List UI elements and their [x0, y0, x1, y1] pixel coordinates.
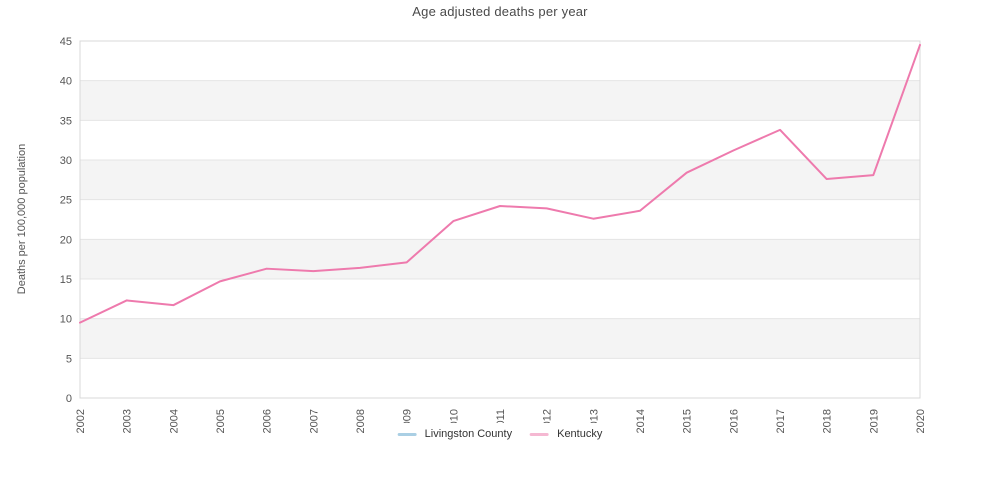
y-axis-title: Deaths per 100,000 population [16, 143, 28, 295]
grid-band [80, 239, 920, 279]
x-tick-label: 2018 [822, 409, 834, 433]
livingston-county-swatch [397, 432, 417, 436]
x-tick-label: 2003 [122, 409, 134, 433]
legend-label-livingston-county: Livingston County [424, 428, 513, 440]
x-tick-label: 2008 [355, 409, 367, 433]
x-tick-label: 2020 [915, 409, 927, 433]
grid-band [80, 160, 920, 200]
x-tick-label: 2007 [308, 409, 320, 433]
legend-item-livingston-county: Livingston County [397, 428, 513, 440]
x-tick-label: 2002 [75, 409, 87, 433]
grid-band [80, 318, 920, 359]
y-tick-label: 10 [60, 314, 72, 326]
kentucky-swatch [530, 432, 550, 436]
y-tick-label: 40 [60, 76, 72, 88]
y-tick-label: 15 [60, 274, 72, 286]
y-tick-label: 35 [60, 115, 72, 127]
x-tick-label: 2004 [168, 409, 180, 433]
x-tick-label: 2006 [262, 409, 274, 433]
x-tick-label: 2019 [868, 409, 880, 433]
x-tick-label: 2016 [728, 409, 740, 433]
x-tick-label: 2015 [682, 409, 694, 433]
y-tick-label: 45 [60, 36, 72, 48]
series-line-kentucky [79, 43, 921, 324]
legend: Livingston County Kentucky [385, 423, 615, 454]
y-tick-label: 20 [60, 234, 72, 246]
legend-label-kentucky: Kentucky [557, 428, 603, 440]
y-tick-label: 30 [60, 155, 72, 167]
x-tick-label: 2017 [775, 409, 787, 433]
legend-item-kentucky: Kentucky [530, 428, 602, 440]
x-tick-label: 2014 [635, 409, 647, 433]
y-tick-label: 5 [66, 353, 72, 365]
y-tick-label: 0 [66, 393, 72, 405]
plot-border [79, 40, 921, 399]
grid-band [80, 80, 920, 121]
x-tick-label: 2005 [215, 409, 227, 433]
y-tick-label: 25 [60, 195, 72, 207]
chart-title: Age adjusted deaths per year [412, 4, 588, 19]
